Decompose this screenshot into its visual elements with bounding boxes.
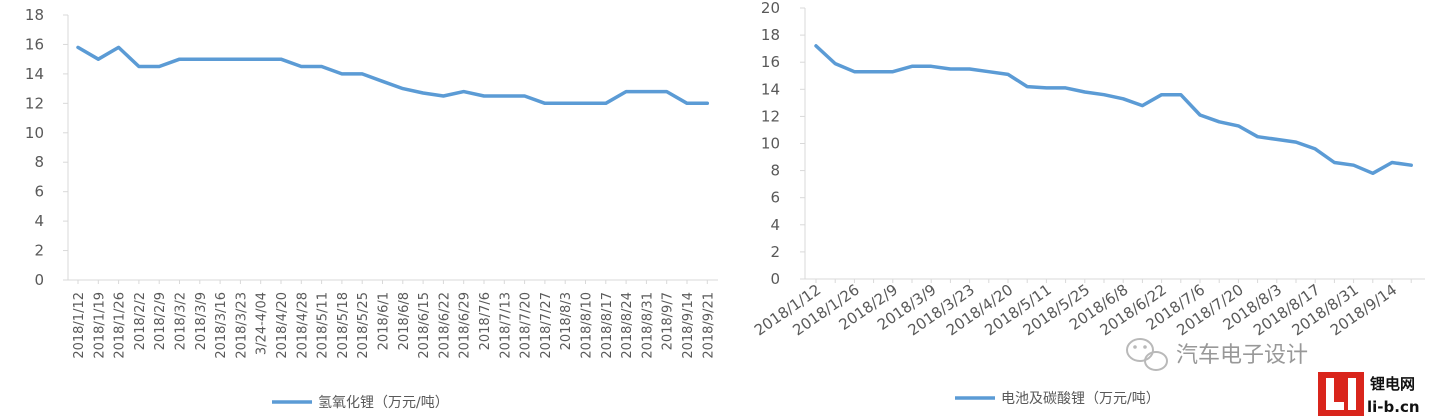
legend-lithium-carbonate: 电池及碳酸锂（万元/吨） <box>955 391 1160 407</box>
y-tick-label: 14 <box>25 65 44 83</box>
x-tick-label: 2018/7/20 <box>519 292 534 359</box>
y-tick-label: 6 <box>770 189 780 207</box>
x-tick-label: 2018/8/17 <box>600 292 615 359</box>
x-tick-label: 2018/5/18 <box>336 292 351 359</box>
y-tick-label: 0 <box>770 270 780 288</box>
series-line-lithium-carbonate <box>814 44 1413 176</box>
x-tick-label: 2018/6/8 <box>397 292 412 350</box>
x-tick-label: 3/24-4/04 <box>255 292 270 355</box>
x-tick-label: 2018/8/24 <box>620 292 635 359</box>
y-tick-label: 18 <box>761 26 780 44</box>
y-tick-label: 18 <box>25 6 44 24</box>
y-tick-label: 8 <box>770 162 780 180</box>
y-tick-label: 14 <box>761 80 780 98</box>
legend-label: 电池及碳酸锂（万元/吨） <box>1001 391 1160 407</box>
watermark: 汽车电子设计 锂电网 li-b.cn <box>1126 338 1420 416</box>
y-tick-label: 10 <box>25 124 44 142</box>
x-tick-label: 2018/6/29 <box>458 292 473 359</box>
watermark-text: 汽车电子设计 <box>1176 343 1308 368</box>
x-tick-label: 2018/1/26 <box>113 292 128 359</box>
y-tick-label: 4 <box>34 212 44 230</box>
x-tick-label: 2018/8/3 <box>559 292 574 350</box>
chart-lithium-carbonate: 0 2 4 6 8 10 12 14 16 18 20 2018/1/122018/1/262018… <box>751 0 1425 407</box>
y-tick-label: 8 <box>34 153 44 171</box>
y-tick-label: 12 <box>25 94 44 112</box>
x-tick-label: 2018/3/23 <box>234 292 249 359</box>
legend-label: 氢氧化锂（万元/吨） <box>318 395 449 411</box>
y-tick-label: 16 <box>761 53 780 71</box>
y-tick-label: 16 <box>25 35 44 53</box>
brand-name: 锂电网 <box>1370 375 1415 393</box>
x-tick-label: 2018/1/19 <box>92 292 107 359</box>
x-tick-label: 2018/4/28 <box>295 292 310 359</box>
right-x-axis-ticks: 2018/1/122018/1/262018/2/92018/3/92018/3… <box>751 279 1412 339</box>
x-tick-label: 2018/5/11 <box>316 292 331 359</box>
y-tick-label: 0 <box>34 271 44 289</box>
x-tick-label: 2018/7/13 <box>498 292 513 359</box>
x-tick-label: 2018/4/20 <box>275 292 290 359</box>
x-tick-label: 2018/7/6 <box>478 292 493 350</box>
y-tick-label: 4 <box>770 216 780 234</box>
x-tick-label: 2018/3/2 <box>174 292 189 350</box>
x-tick-label: 2018/1/12 <box>72 292 87 359</box>
x-tick-label: 2018/9/21 <box>701 292 716 359</box>
brand-logo <box>1318 372 1364 416</box>
brand-url: li-b.cn <box>1367 398 1420 416</box>
left-y-axis-ticks: 0 2 4 6 8 10 12 14 16 18 <box>25 6 68 289</box>
y-tick-label: 12 <box>761 107 780 125</box>
x-tick-label: 2018/2/2 <box>133 292 148 350</box>
right-y-axis-ticks: 0 2 4 6 8 10 12 14 16 18 20 <box>761 0 805 288</box>
x-tick-label: 2018/9/14 <box>681 292 696 359</box>
x-tick-label: 2018/8/31 <box>640 292 655 359</box>
series-line-lithium-hydroxide <box>76 45 710 106</box>
x-tick-label: 2018/3/9 <box>194 292 209 350</box>
x-tick-label: 2018/9/7 <box>661 292 676 350</box>
y-tick-label: 2 <box>770 243 780 261</box>
x-tick-label: 2018/5/25 <box>356 292 371 359</box>
x-tick-label: 2018/3/16 <box>214 292 229 359</box>
x-tick-label: 2018/8/10 <box>580 292 595 359</box>
y-tick-label: 10 <box>761 135 780 153</box>
x-tick-label: 2018/6/22 <box>437 292 452 359</box>
legend-lithium-hydroxide: 氢氧化锂（万元/吨） <box>272 395 449 411</box>
x-tick-label: 2018/2/9 <box>153 292 168 350</box>
left-x-axis-ticks: 2018/1/12 2018/1/19 2018/1/26 2018/2/2 2018/… <box>72 280 716 359</box>
x-tick-label: 2018/6/15 <box>417 292 432 359</box>
y-tick-label: 2 <box>34 242 44 260</box>
y-tick-label: 6 <box>34 183 44 201</box>
x-tick-label: 2018/7/27 <box>539 292 554 359</box>
wechat-icon <box>1126 338 1168 371</box>
x-tick-label: 2018/6/1 <box>377 292 392 350</box>
y-tick-label: 20 <box>761 0 780 17</box>
